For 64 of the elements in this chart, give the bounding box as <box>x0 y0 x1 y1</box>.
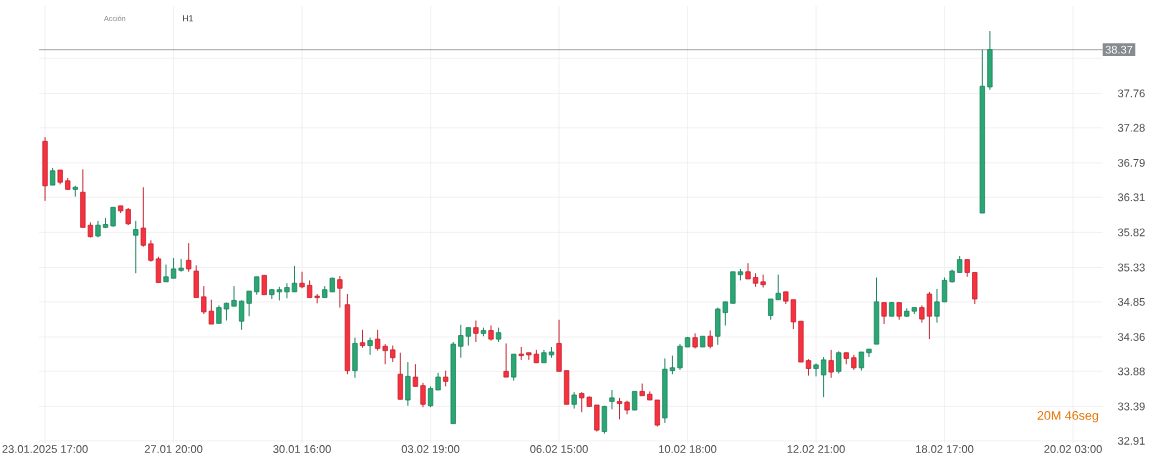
candlestick <box>186 242 192 273</box>
candlestick <box>631 390 638 411</box>
candlestick <box>405 361 411 407</box>
candlestick <box>836 350 842 374</box>
candlestick <box>941 276 948 303</box>
y-tick-label: 37.76 <box>1117 89 1145 98</box>
candlestick <box>178 258 184 273</box>
candlestick <box>155 256 162 283</box>
x-tick-label: 03.02 19:00 <box>401 445 460 453</box>
candlestick <box>828 349 834 379</box>
candlestick <box>148 239 154 263</box>
x-tick-label: 18.02 17:00 <box>916 445 974 453</box>
candlestick <box>745 262 751 280</box>
y-tick-label: 33.39 <box>1117 402 1145 411</box>
x-tick-label: 06.02 15:00 <box>530 445 588 453</box>
candlestick <box>412 363 419 387</box>
candlestick <box>337 275 343 308</box>
candlestick <box>511 353 517 382</box>
y-tick-label: 33.88 <box>1117 367 1145 376</box>
x-tick-label: 27.01 20:00 <box>144 445 203 453</box>
candlestick <box>367 337 373 356</box>
candlestick <box>299 271 305 289</box>
candlestick <box>163 264 169 283</box>
x-tick-label: 30.01 16:00 <box>273 445 331 453</box>
y-tick-label: 36.31 <box>1117 193 1145 202</box>
candlestick <box>866 348 872 358</box>
y-tick-label: 36.79 <box>1117 158 1145 167</box>
candlestick <box>284 282 290 299</box>
y-tick-label: 37.28 <box>1117 123 1145 132</box>
x-tick-label: 10.02 18:00 <box>659 445 717 453</box>
candlestick <box>669 355 676 375</box>
y-tick-label: 35.82 <box>1117 228 1145 237</box>
candlestick <box>291 265 298 293</box>
candlestick <box>677 343 683 371</box>
candlestick <box>926 291 933 340</box>
candlestick <box>110 206 116 228</box>
candlestick <box>170 257 177 279</box>
candlestick <box>140 186 146 248</box>
candlestick <box>858 351 865 372</box>
candlestick <box>231 285 237 307</box>
annotation: H1 <box>183 15 193 22</box>
x-tick-label: 23.01.2025 17:00 <box>2 445 88 453</box>
candlestick <box>261 274 267 296</box>
y-tick-label: 34.85 <box>1117 297 1145 306</box>
candlestick <box>503 342 509 378</box>
candlestick <box>133 220 139 274</box>
candlestick <box>609 389 615 410</box>
candlestick <box>427 385 434 408</box>
x-tick-label: 12.02 21:00 <box>787 445 845 453</box>
y-tick-label: 34.36 <box>1117 332 1145 341</box>
x-tick-label: 20.02 03:00 <box>1044 445 1102 453</box>
annotation: 20M 46seg <box>1037 410 1099 423</box>
candlestick <box>820 356 827 398</box>
ref-line-label: 38.37 <box>1105 45 1133 54</box>
candlestick <box>813 362 819 377</box>
y-tick-label: 35.33 <box>1117 263 1145 272</box>
candlestick <box>760 274 766 288</box>
candlestick <box>518 346 524 361</box>
candlestick <box>881 302 887 325</box>
candlestick <box>420 382 426 408</box>
candlestick <box>934 288 940 324</box>
candlestick <box>616 397 623 420</box>
candlestick <box>473 319 479 343</box>
y-tick-label: 32.91 <box>1117 436 1145 445</box>
